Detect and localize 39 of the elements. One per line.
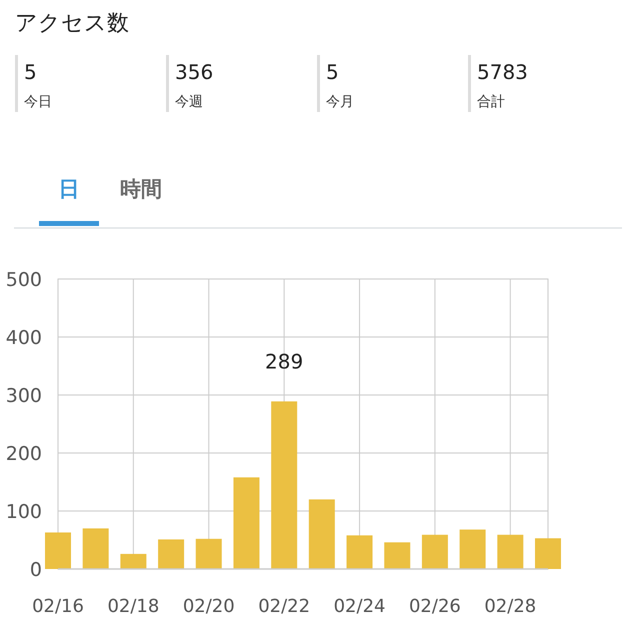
bar xyxy=(384,542,410,569)
y-tick-label: 400 xyxy=(6,327,42,349)
bar xyxy=(422,534,448,569)
x-tick-label: 02/24 xyxy=(334,596,386,617)
y-tick-label: 200 xyxy=(6,443,42,465)
text: 時間 xyxy=(120,177,162,201)
category-label: 今週 xyxy=(175,94,203,110)
bar xyxy=(346,535,373,569)
bar xyxy=(196,538,222,569)
data-label: 356 xyxy=(175,60,214,84)
bar xyxy=(120,554,146,569)
data-label: 5783 xyxy=(477,60,528,84)
bar xyxy=(82,528,109,569)
bar xyxy=(497,534,524,569)
y-tick-label: 300 xyxy=(6,385,42,407)
bar xyxy=(158,539,184,569)
x-tick-label: 02/20 xyxy=(182,596,235,617)
x-tick-label: 02/16 xyxy=(32,596,84,617)
y-tick-label: 0 xyxy=(30,559,42,581)
category-label: 合計 xyxy=(477,94,505,110)
x-tick-label: 02/26 xyxy=(408,596,461,617)
text: アクセス数 xyxy=(15,11,129,36)
bar xyxy=(460,530,486,569)
data-label: 289 xyxy=(265,349,304,374)
x-tick-label: 02/22 xyxy=(258,596,310,617)
x-tick-label: 02/28 xyxy=(484,596,536,617)
text: 日 xyxy=(58,177,80,201)
bar xyxy=(45,532,71,569)
bar xyxy=(271,401,298,569)
category-label: 今日 xyxy=(24,94,52,110)
bar xyxy=(233,477,260,569)
category-label: 今月 xyxy=(326,94,354,110)
bar xyxy=(535,538,561,569)
y-tick-label: 100 xyxy=(6,501,42,523)
data-label: 5 xyxy=(24,60,37,84)
bar xyxy=(308,499,335,569)
data-label: 5 xyxy=(326,60,339,84)
y-tick-label: 500 xyxy=(6,269,42,291)
x-tick-label: 02/18 xyxy=(107,596,160,617)
